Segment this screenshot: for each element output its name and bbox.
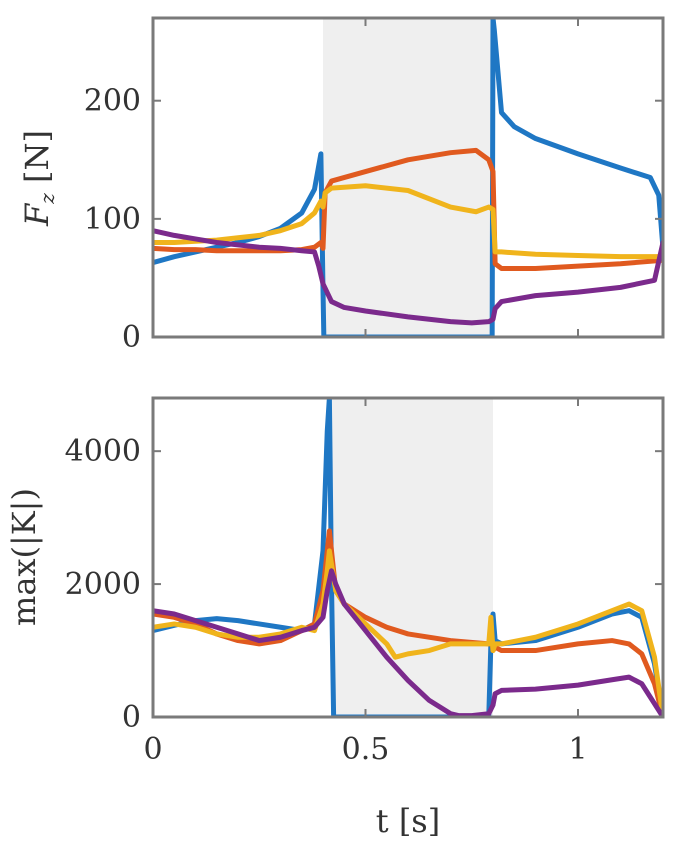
y-tick-label: 100 — [84, 202, 141, 237]
x-tick-label: 0 — [143, 732, 162, 767]
series-line-2 — [153, 147, 663, 271]
y-axis-label-main: F — [18, 202, 56, 227]
x-tick-label: 0.5 — [342, 732, 390, 767]
plot-vertical-force: 0 100 200 Fz [N] — [18, 16, 665, 355]
y-tick-label: 0 — [122, 320, 141, 355]
axes-frame — [151, 16, 665, 339]
shaded-interval — [331, 398, 493, 717]
series-line-2 — [153, 528, 663, 717]
series-line-1 — [153, 18, 663, 337]
y-axis-label-unit: [N] — [18, 130, 56, 193]
series-line-4 — [153, 568, 663, 717]
y-tick-label: 2000 — [65, 567, 141, 602]
y-tick-label: 0 — [122, 700, 141, 735]
y-axis-label-sub: z — [35, 193, 59, 205]
y-axis-label: max(|K|) — [5, 488, 43, 626]
x-axis-label: t [s] — [376, 802, 440, 840]
series-line-3 — [153, 548, 663, 717]
axes-frame — [151, 396, 665, 719]
series-line-3 — [153, 183, 663, 260]
series-line-4 — [153, 228, 663, 326]
y-axis-label: Fz [N] — [18, 130, 59, 227]
y-tick-label: 4000 — [65, 434, 141, 469]
y-tick-label: 200 — [84, 84, 141, 119]
plot-max-K: 0 2000 4000 0 0.5 1 max(|K|) t [s] — [5, 396, 665, 840]
series-line-1 — [153, 398, 663, 717]
x-tick-label: 1 — [568, 732, 587, 767]
